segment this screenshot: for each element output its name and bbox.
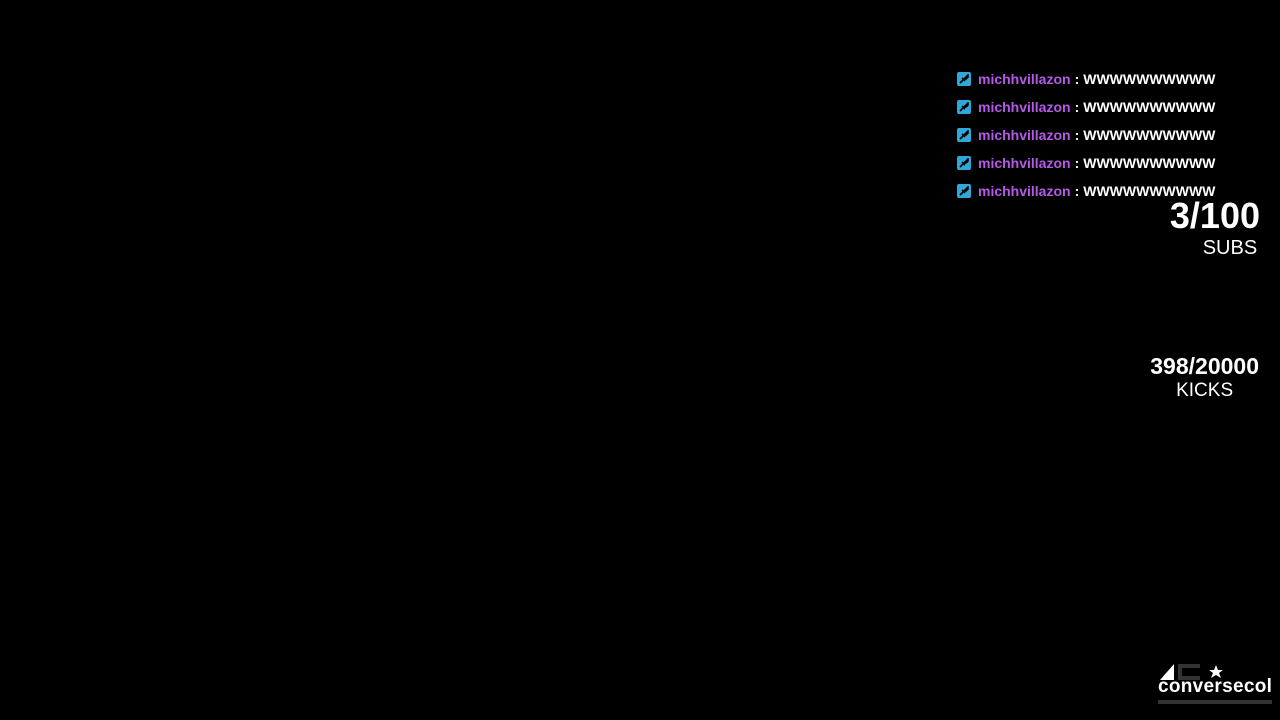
subs-goal: 3/100 SUBS: [1170, 196, 1260, 260]
chat-text: WWWWWWWWWW: [1083, 183, 1216, 199]
chat-message: michhvillazon: WWWWWWWWWW: [957, 177, 1215, 205]
logo-mark-icon: [1160, 664, 1223, 680]
kicks-goal-value: 398/20000: [1150, 353, 1259, 379]
chat-username[interactable]: michhvillazon: [978, 155, 1071, 171]
subs-goal-value: 3/100: [1169, 195, 1260, 236]
chat-text: WWWWWWWWWW: [1083, 99, 1216, 115]
chat-text: WWWWWWWWWW: [1083, 71, 1216, 87]
chat-username[interactable]: michhvillazon: [978, 183, 1071, 199]
chat-username[interactable]: michhvillazon: [978, 127, 1071, 143]
chat-message: michhvillazon: WWWWWWWWWW: [957, 65, 1215, 93]
chat-separator: :: [1074, 71, 1080, 87]
kicks-goal-label: KICKS: [1176, 380, 1234, 401]
kicks-goal: 398/20000 KICKS: [1150, 353, 1259, 403]
moderator-sword-icon: [957, 184, 971, 198]
chat-text: WWWWWWWWWW: [1083, 155, 1216, 171]
moderator-sword-icon: [957, 128, 971, 142]
chat-username[interactable]: michhvillazon: [978, 71, 1071, 87]
chat-overlay: michhvillazon: WWWWWWWWWW michhvillazon: W…: [957, 65, 1215, 205]
chat-username[interactable]: michhvillazon: [978, 99, 1071, 115]
chat-separator: :: [1074, 155, 1080, 171]
moderator-sword-icon: [957, 156, 971, 170]
subs-goal-label: SUBS: [1202, 237, 1258, 259]
chat-separator: :: [1074, 99, 1080, 115]
logo-underline: [1158, 700, 1272, 704]
chat-message: michhvillazon: WWWWWWWWWW: [957, 121, 1215, 149]
chat-text: WWWWWWWWWW: [1083, 127, 1216, 143]
chat-message: michhvillazon: WWWWWWWWWW: [957, 149, 1215, 177]
chat-separator: :: [1074, 183, 1080, 199]
moderator-sword-icon: [957, 100, 971, 114]
moderator-sword-icon: [957, 72, 971, 86]
chat-message: michhvillazon: WWWWWWWWWW: [957, 93, 1215, 121]
conversecol-logo: conversecol: [1158, 662, 1274, 706]
chat-separator: :: [1074, 127, 1080, 143]
logo-text: conversecol: [1158, 676, 1273, 697]
